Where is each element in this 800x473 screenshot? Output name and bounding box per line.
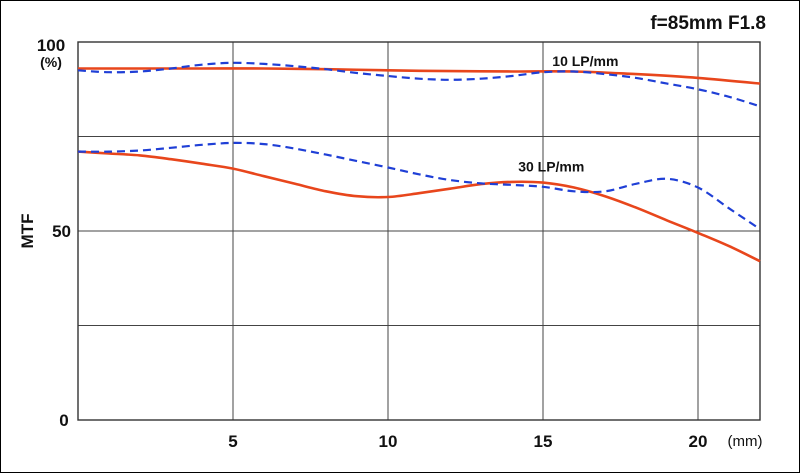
grid-layer xyxy=(78,42,760,420)
series-line-30-lp-mm-dashed xyxy=(77,141,761,231)
y-axis-unit: (%) xyxy=(40,54,62,70)
text-layer: f=85mm F1.8 MTF (%) (mm) 5 10 15 20 0 50 100 10… xyxy=(18,13,766,451)
x-tick-label: 20 xyxy=(689,432,708,451)
series-layer xyxy=(77,61,761,263)
series-line-30-lp-mm-solid xyxy=(77,150,761,263)
plot-area-border xyxy=(77,41,761,421)
x-tick-label: 15 xyxy=(534,432,553,451)
series-line-10-lp-mm-solid xyxy=(78,67,761,85)
x-tick-label: 10 xyxy=(379,432,398,451)
x-axis-unit: (mm) xyxy=(728,433,763,450)
chart-title: f=85mm F1.8 xyxy=(650,13,766,34)
x-tick-label: 5 xyxy=(228,432,237,451)
series-group-label: 30 LP/mm xyxy=(518,159,584,175)
y-tick-label: 100 xyxy=(37,36,65,55)
y-tick-label: 50 xyxy=(52,222,71,241)
series-group-label: 10 LP/mm xyxy=(552,53,618,69)
series-line-10-lp-mm-dashed xyxy=(77,61,761,108)
y-tick-label: 0 xyxy=(59,411,68,430)
y-axis-label: MTF xyxy=(18,214,37,249)
